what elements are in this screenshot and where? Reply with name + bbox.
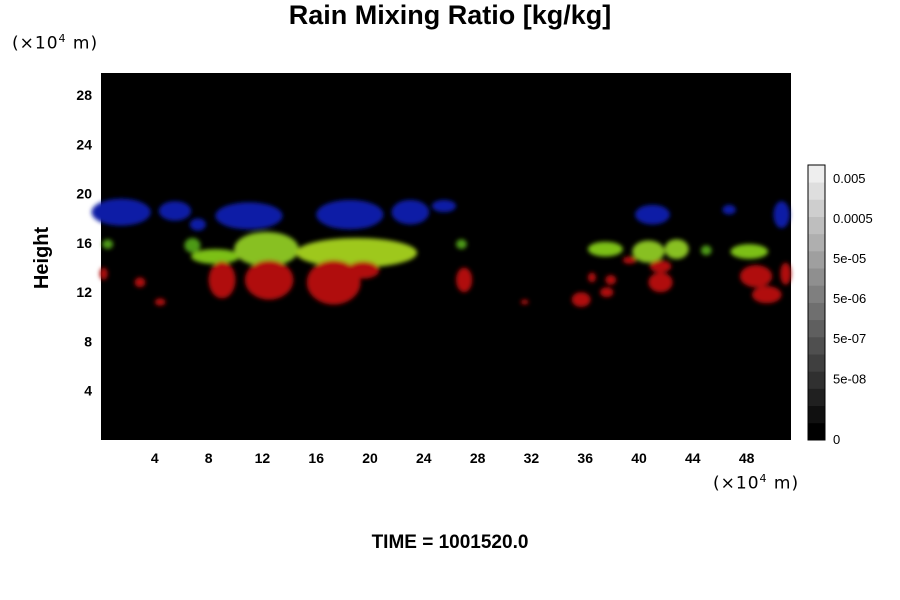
rain-region-39 — [780, 262, 791, 285]
colorbar-level — [808, 302, 825, 321]
rain-region-38 — [751, 286, 782, 304]
rain-region-35 — [648, 272, 673, 293]
rain-region-16 — [632, 240, 665, 263]
rain-region-23 — [154, 298, 166, 306]
x-tick-label: 40 — [631, 450, 647, 466]
colorbar-level — [808, 354, 825, 372]
rain-region-21 — [99, 267, 108, 280]
colorbar-label: 0 — [833, 432, 840, 447]
rain-region-13 — [296, 238, 418, 268]
rain-region-11 — [191, 249, 240, 264]
rain-region-34 — [622, 256, 637, 264]
rain-region-0 — [91, 198, 151, 226]
colorbar-label: 0.005 — [833, 171, 866, 186]
rain-region-37 — [739, 265, 773, 288]
rain-region-2 — [189, 218, 206, 231]
rain-region-25 — [244, 260, 294, 300]
rain-region-5 — [391, 199, 430, 225]
rain-region-20 — [700, 245, 712, 256]
x-tick-label: 24 — [416, 450, 432, 466]
rain-region-17 — [664, 239, 689, 259]
rain-region-10 — [184, 238, 201, 253]
rain-region-30 — [571, 292, 591, 307]
y-axis-unit: (×104 m) — [12, 32, 99, 54]
colorbar-level — [808, 388, 825, 407]
x-tick-label: 28 — [470, 450, 486, 466]
rain-region-9 — [773, 201, 790, 229]
x-tick-label: 16 — [308, 450, 324, 466]
y-tick-label: 28 — [76, 87, 92, 103]
rain-region-15 — [587, 241, 623, 257]
y-ticks: 4 8 12 16 20 24 28 — [76, 87, 92, 399]
rain-region-29 — [520, 299, 529, 305]
y-axis-label: Height — [31, 227, 53, 290]
rain-region-33 — [605, 274, 617, 285]
x-tick-label: 12 — [255, 450, 271, 466]
x-tick-label: 36 — [577, 450, 593, 466]
colorbar-labels: 0 5e-08 5e-07 5e-06 5e-05 0.0005 0.005 — [833, 171, 873, 447]
colorbar-frame — [807, 164, 826, 441]
y-tick-label: 20 — [76, 186, 92, 202]
x-tick-label: 8 — [205, 450, 213, 466]
x-tick-label: 44 — [685, 450, 701, 466]
rain-region-18 — [730, 244, 769, 259]
rain-region-12 — [234, 231, 299, 267]
colorbar-level — [808, 285, 825, 303]
colorbar-level — [808, 405, 825, 424]
rain-region-36 — [649, 260, 672, 273]
chart-title: Rain Mixing Ratio [kg/kg] — [288, 0, 612, 30]
x-tick-label: 4 — [151, 450, 159, 466]
colorbar-level — [808, 165, 825, 183]
rain-region-6 — [431, 199, 457, 213]
colorbar-level — [808, 268, 825, 286]
colorbar-level — [808, 233, 825, 252]
x-ticks: 4 8 12 16 20 24 28 32 36 40 44 48 — [151, 450, 755, 466]
rain-region-27 — [347, 261, 380, 279]
rain-region-22 — [134, 277, 146, 288]
rain-region-19 — [102, 239, 114, 250]
x-tick-label: 20 — [362, 450, 378, 466]
colorbar-label: 5e-06 — [833, 291, 866, 306]
y-tick-label: 12 — [76, 284, 92, 300]
rain-region-24 — [208, 261, 236, 299]
rain-region-7 — [634, 204, 670, 225]
colorbar-label: 5e-07 — [833, 331, 866, 346]
rain-region-3 — [215, 202, 283, 230]
colorbar-level — [808, 250, 825, 269]
rain-region-4 — [316, 199, 384, 230]
colorbar-label: 0.0005 — [833, 211, 873, 226]
colorbar-level — [808, 371, 825, 389]
rain-region-1 — [158, 201, 192, 221]
rain-region-31 — [587, 272, 596, 283]
y-tick-label: 8 — [84, 333, 92, 349]
rain-region-8 — [722, 204, 736, 215]
colorbar-label: 5e-05 — [833, 251, 866, 266]
colorbar-level — [808, 182, 825, 200]
colorbar-level — [808, 422, 825, 441]
x-tick-label: 32 — [524, 450, 540, 466]
colorbar-level — [808, 319, 825, 338]
y-tick-label: 16 — [76, 235, 92, 251]
rain-field — [91, 198, 791, 307]
colorbar-level — [808, 336, 825, 355]
rain-region-14 — [456, 239, 467, 250]
y-tick-label: 24 — [76, 136, 92, 152]
rain-region-28 — [456, 267, 473, 293]
time-label: TIME = 1001520.0 — [371, 532, 529, 553]
x-axis-unit: (×104 m) — [713, 472, 800, 494]
rain-region-32 — [600, 287, 614, 298]
rain-region-26 — [306, 260, 361, 305]
colorbar-level — [808, 199, 825, 217]
y-tick-label: 4 — [84, 383, 92, 399]
colorbar-level — [808, 216, 825, 235]
colorbar-label: 5e-08 — [833, 371, 866, 386]
colorbar — [807, 164, 826, 441]
x-tick-label: 48 — [739, 450, 755, 466]
